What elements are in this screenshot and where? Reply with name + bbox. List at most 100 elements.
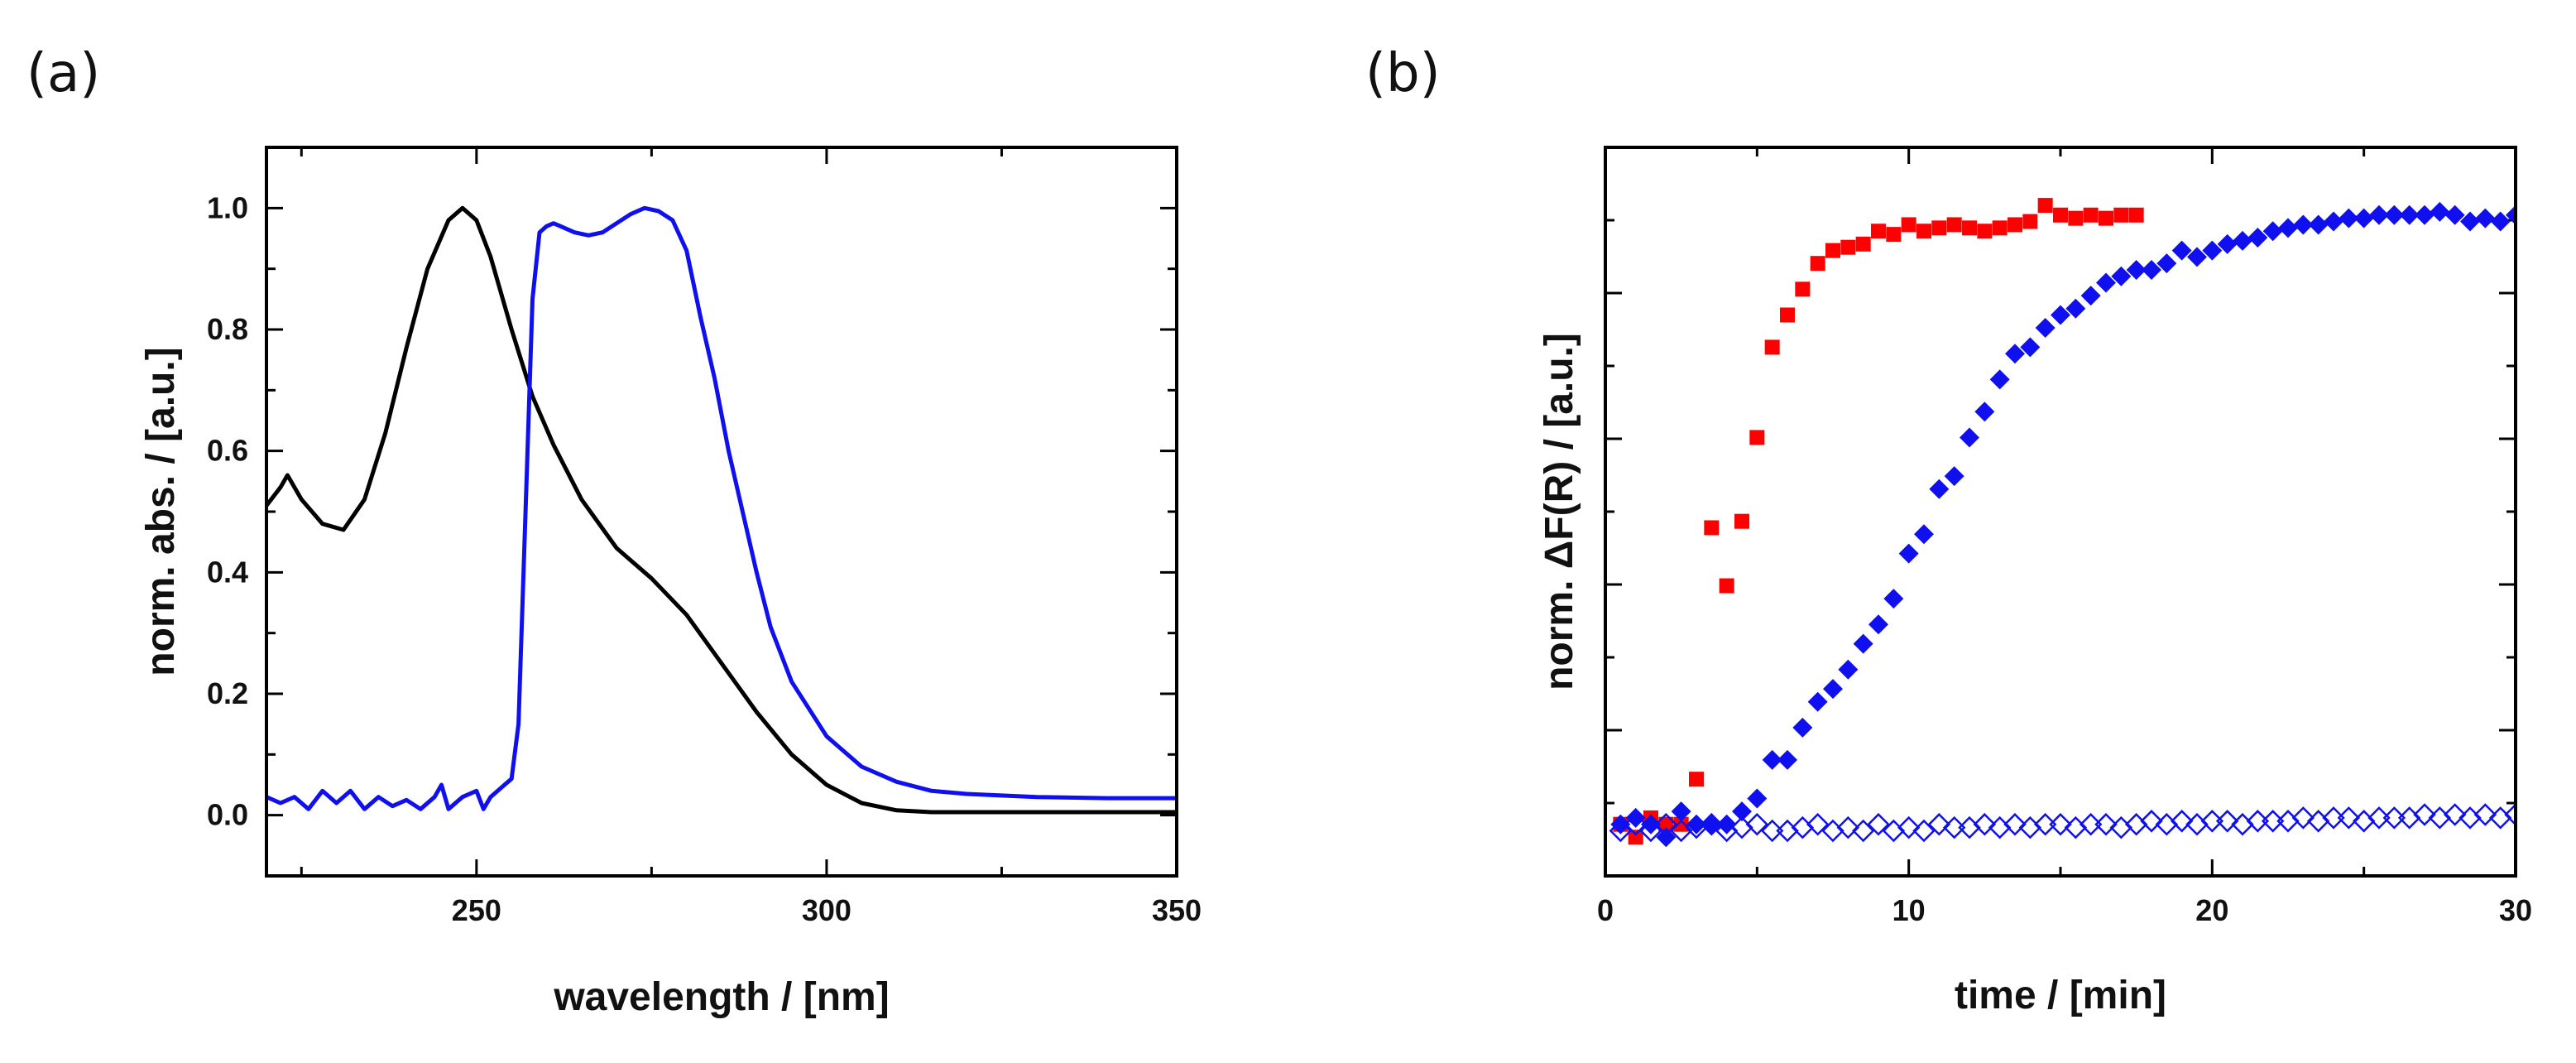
- data-point-red-squares: [1658, 816, 1674, 832]
- data-point-blue-diamonds: [1823, 679, 1843, 700]
- data-point-blue-open-diamonds: [2018, 815, 2042, 839]
- data-point-blue-diamonds: [1868, 614, 1888, 635]
- data-point-blue-diamonds: [2217, 233, 2238, 254]
- data-point-blue-diamonds: [2247, 228, 2268, 248]
- data-point-red-squares: [2008, 217, 2022, 233]
- panel-a: (a) 250 300 350 0.0 0.2 0.4 0.6 0.8 1.0 waveleng…: [26, 43, 1202, 1019]
- data-point-red-squares: [1901, 217, 1916, 233]
- y-tick-label-a: 0.4: [207, 555, 248, 589]
- data-point-red-squares: [1734, 513, 1749, 529]
- data-point-red-squares: [1689, 772, 1704, 787]
- data-point-red-squares: [1825, 243, 1840, 258]
- data-point-blue-open-diamonds: [2170, 810, 2194, 833]
- data-point-blue-open-diamonds: [2094, 812, 2118, 836]
- data-point-blue-diamonds: [2005, 344, 2025, 364]
- x-axis-label-a: wavelength / [nm]: [553, 975, 889, 1019]
- x-tick-label-a: 350: [1152, 893, 1202, 927]
- data-point-blue-open-diamonds: [1791, 815, 1815, 839]
- data-point-blue-diamonds: [2415, 204, 2434, 225]
- x-tick-label-a: 250: [452, 893, 501, 927]
- data-point-blue-diamonds: [2262, 221, 2283, 242]
- data-point-blue-diamonds: [1671, 801, 1691, 822]
- data-point-blue-open-diamonds: [2079, 812, 2103, 836]
- data-point-blue-diamonds: [2444, 204, 2465, 225]
- data-point-blue-diamonds: [1960, 427, 1979, 448]
- data-point-red-squares: [2099, 210, 2113, 226]
- data-point-blue-diamonds: [2384, 204, 2405, 225]
- x-tick-label-b: 30: [2499, 893, 2532, 927]
- data-point-blue-diamonds: [2339, 208, 2359, 228]
- data-point-blue-diamonds: [1853, 633, 1873, 654]
- data-point-blue-diamonds: [2126, 259, 2147, 280]
- data-point-blue-diamonds: [1747, 788, 1768, 809]
- data-point-blue-open-diamonds: [2337, 806, 2361, 830]
- data-point-blue-open-diamonds: [1851, 819, 1875, 843]
- data-point-blue-open-diamonds: [1867, 812, 1890, 836]
- data-point-blue-open-diamonds: [2261, 810, 2285, 833]
- data-point-blue-open-diamonds: [1624, 812, 1648, 836]
- data-point-blue-open-diamonds: [2458, 806, 2482, 830]
- data-point-blue-diamonds: [1914, 524, 1934, 545]
- x-tick-label-b: 0: [1597, 893, 1614, 927]
- data-point-blue-diamonds: [1686, 814, 1706, 835]
- data-point-blue-open-diamonds: [2215, 810, 2239, 833]
- data-point-red-squares: [1840, 239, 1856, 255]
- data-point-red-squares: [1871, 224, 1886, 239]
- data-point-blue-diamonds: [2506, 204, 2516, 225]
- data-point-red-squares: [1628, 830, 1643, 845]
- data-point-blue-diamonds: [2399, 204, 2420, 225]
- data-point-blue-open-diamonds: [1639, 819, 1662, 843]
- data-point-red-squares: [1886, 227, 1902, 243]
- data-point-red-squares: [1795, 281, 1811, 297]
- data-point-red-squares: [1719, 578, 1734, 594]
- data-point-blue-open-diamonds: [1942, 815, 1966, 839]
- data-point-red-squares: [1810, 256, 1825, 272]
- data-point-blue-open-diamonds: [1745, 812, 1769, 836]
- data-point-blue-open-diamonds: [1806, 812, 1830, 836]
- data-point-blue-diamonds: [2233, 230, 2252, 251]
- data-point-blue-open-diamonds: [2322, 806, 2345, 830]
- data-point-blue-open-diamonds: [2109, 815, 2133, 839]
- data-point-blue-open-diamonds: [1760, 819, 1784, 843]
- plot-b-frame: [1604, 146, 2517, 878]
- x-axis-label-b: time / [min]: [1955, 974, 2166, 1017]
- data-point-blue-diamonds: [1883, 589, 1904, 609]
- data-point-red-squares: [1855, 236, 1871, 252]
- data-point-blue-open-diamonds: [1973, 812, 1997, 836]
- data-point-red-squares: [1962, 220, 1977, 236]
- data-point-blue-open-diamonds: [1776, 819, 1799, 843]
- data-point-blue-diamonds: [1610, 814, 1631, 835]
- data-point-blue-diamonds: [1656, 827, 1677, 848]
- data-point-blue-open-diamonds: [2049, 812, 2072, 836]
- data-point-red-squares: [2128, 207, 2144, 223]
- data-point-red-squares: [1673, 816, 1689, 832]
- y-axis-label-a: norm. abs. / [a.u.]: [139, 347, 183, 676]
- data-point-blue-open-diamonds: [2200, 810, 2224, 833]
- data-point-blue-open-diamonds: [2397, 806, 2421, 830]
- data-point-blue-open-diamonds: [2504, 803, 2516, 826]
- x-tick-label-b: 20: [2195, 893, 2228, 927]
- data-point-blue-diamonds: [2278, 218, 2298, 238]
- x-tick-label-a: 300: [802, 893, 851, 927]
- data-point-blue-diamonds: [1807, 691, 1828, 712]
- data-point-blue-open-diamonds: [2306, 810, 2330, 833]
- data-point-red-squares: [2068, 210, 2084, 226]
- y-tick-label-a: 1.0: [207, 190, 248, 224]
- data-point-blue-diamonds: [2171, 240, 2192, 261]
- y-tick-label-a: 0.6: [207, 434, 248, 468]
- data-point-blue-open-diamonds: [2064, 815, 2088, 839]
- data-point-blue-open-diamonds: [2124, 812, 2148, 836]
- y-tick-label-a: 0.0: [207, 798, 248, 832]
- data-point-red-squares: [1916, 224, 1931, 239]
- series-line-black-spectrum: [266, 205, 1177, 815]
- data-point-blue-open-diamonds: [1700, 812, 1724, 836]
- panel-a-label: (a): [26, 43, 100, 104]
- data-point-blue-open-diamonds: [2291, 806, 2315, 830]
- data-point-blue-open-diamonds: [1609, 819, 1633, 843]
- data-point-blue-diamonds: [2430, 201, 2450, 222]
- data-point-blue-diamonds: [1974, 402, 1995, 422]
- data-point-red-squares: [1977, 224, 1993, 239]
- series-line-blue-spectrum: [266, 205, 1177, 811]
- data-point-blue-diamonds: [1989, 369, 2010, 390]
- data-point-red-squares: [1749, 430, 1765, 445]
